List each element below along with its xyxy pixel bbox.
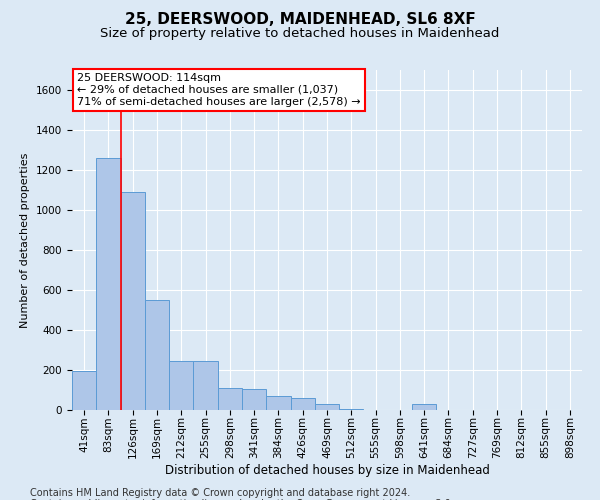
- Text: Contains HM Land Registry data © Crown copyright and database right 2024.: Contains HM Land Registry data © Crown c…: [30, 488, 410, 498]
- Bar: [193, 361, 218, 410]
- Bar: [145, 300, 169, 410]
- Bar: [121, 192, 145, 410]
- Bar: [412, 404, 436, 410]
- Bar: [169, 361, 193, 410]
- Bar: [96, 158, 121, 410]
- Bar: [339, 409, 364, 410]
- Bar: [242, 389, 266, 410]
- Y-axis label: Number of detached properties: Number of detached properties: [20, 152, 31, 328]
- Text: Size of property relative to detached houses in Maidenhead: Size of property relative to detached ho…: [100, 28, 500, 40]
- Bar: [218, 388, 242, 410]
- Text: 25 DEERSWOOD: 114sqm
← 29% of detached houses are smaller (1,037)
71% of semi-de: 25 DEERSWOOD: 114sqm ← 29% of detached h…: [77, 74, 361, 106]
- Text: Contains public sector information licensed under the Open Government Licence v3: Contains public sector information licen…: [30, 499, 454, 500]
- Bar: [315, 404, 339, 410]
- X-axis label: Distribution of detached houses by size in Maidenhead: Distribution of detached houses by size …: [164, 464, 490, 477]
- Text: 25, DEERSWOOD, MAIDENHEAD, SL6 8XF: 25, DEERSWOOD, MAIDENHEAD, SL6 8XF: [125, 12, 475, 28]
- Bar: [72, 371, 96, 410]
- Bar: [266, 396, 290, 410]
- Bar: [290, 398, 315, 410]
